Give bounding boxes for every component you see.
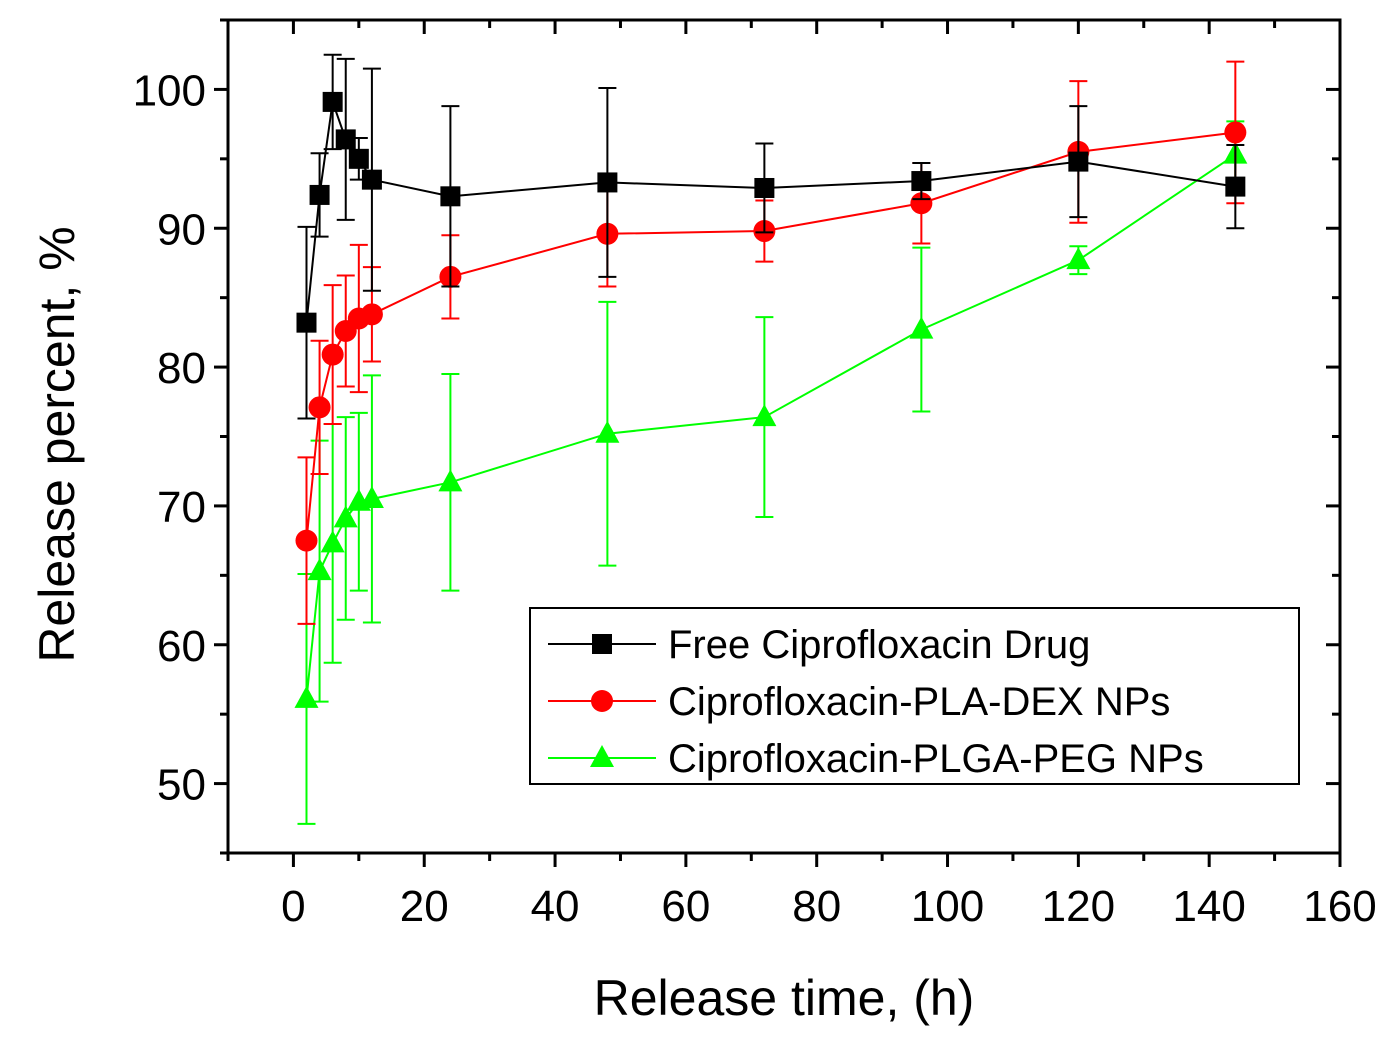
- series-square: [296, 53, 1246, 420]
- legend-label: Free Ciprofloxacin Drug: [668, 623, 1090, 667]
- data-point: [294, 685, 319, 708]
- x-tick-label: 0: [281, 882, 305, 931]
- data-point: [322, 91, 343, 112]
- series-circle: [295, 60, 1247, 625]
- legend-marker: [591, 690, 613, 712]
- y-tick-label: 80: [157, 344, 206, 393]
- y-tick-label: 100: [133, 66, 206, 115]
- legend-marker: [592, 634, 612, 654]
- x-axis-title: Release time, (h): [594, 970, 975, 1026]
- tick-labels: 0 20 40 60 80 100 120 140 160 50 60 70 80 90 100: [133, 66, 1377, 931]
- x-tick-label: 40: [531, 882, 580, 931]
- data-point: [910, 192, 933, 215]
- data-point: [752, 404, 777, 427]
- data-point: [754, 177, 775, 198]
- legend-box: [529, 607, 1300, 785]
- data-point: [309, 184, 330, 205]
- series-line: [305, 101, 1236, 323]
- series-triangle: [294, 120, 1248, 825]
- x-tick-label: 100: [911, 882, 984, 931]
- y-tick-label: 70: [157, 483, 206, 532]
- data-point: [1225, 176, 1246, 197]
- y-tick-label: 60: [157, 622, 206, 671]
- data-point: [909, 316, 934, 339]
- data-point: [1068, 151, 1089, 172]
- data-point: [320, 530, 345, 553]
- legend-marker: [590, 745, 614, 767]
- data-point: [597, 172, 618, 193]
- data-point: [307, 558, 332, 581]
- data-point: [595, 420, 620, 443]
- x-tick-label: 120: [1042, 882, 1115, 931]
- data-point: [360, 303, 383, 326]
- data-point: [1066, 247, 1091, 270]
- data-point: [321, 343, 344, 366]
- x-tick-label: 140: [1172, 882, 1245, 931]
- data-point: [1224, 121, 1247, 144]
- data-point: [296, 312, 317, 333]
- data-point: [308, 396, 331, 419]
- x-tick-label: 20: [400, 882, 449, 931]
- data-point: [438, 469, 463, 492]
- y-tick-label: 90: [157, 205, 206, 254]
- data-point: [911, 171, 932, 192]
- legend-label: Ciprofloxacin-PLGA-PEG NPs: [668, 737, 1204, 781]
- series-layer: [294, 53, 1248, 825]
- plot-frame: [226, 18, 1342, 855]
- data-point: [295, 529, 318, 552]
- data-point: [335, 129, 356, 150]
- data-point: [359, 485, 384, 508]
- y-axis-title: Release percent, %: [29, 226, 85, 662]
- x-tick-label: 160: [1303, 882, 1376, 931]
- data-point: [348, 148, 369, 169]
- data-point: [361, 169, 382, 190]
- legend-label: Ciprofloxacin-PLA-DEX NPs: [668, 680, 1170, 724]
- x-tick-label: 80: [792, 882, 841, 931]
- y-tick-label: 50: [157, 761, 206, 810]
- legend: Free Ciprofloxacin Drug Ciprofloxacin-PLA…: [529, 607, 1300, 785]
- data-point: [333, 505, 358, 528]
- x-tick-label: 60: [661, 882, 710, 931]
- data-point: [440, 186, 461, 207]
